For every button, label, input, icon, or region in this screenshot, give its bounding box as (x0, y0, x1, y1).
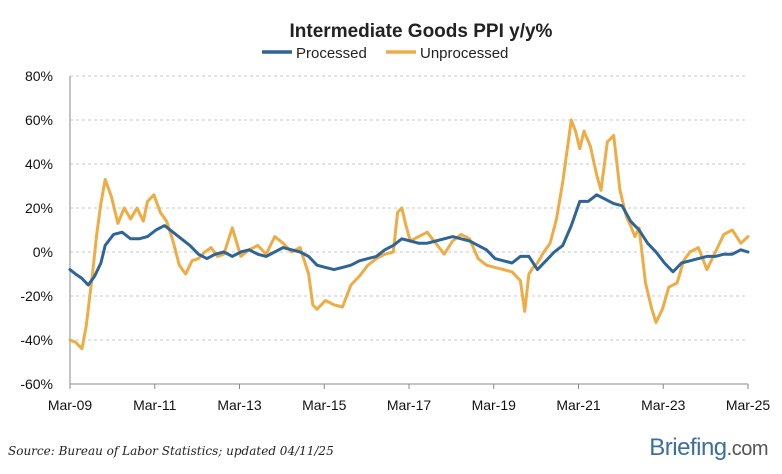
x-tick-label: Mar-19 (472, 397, 517, 413)
series-line-processed (68, 193, 750, 287)
y-tick-label: 20% (25, 200, 53, 216)
brand-suffix: .com (726, 438, 769, 460)
y-tick-label: 80% (25, 68, 53, 84)
source-note: Source: Bureau of Labor Statistics; upda… (8, 444, 334, 458)
x-axis-ticks: Mar-09 Mar-11 Mar-13 Mar-15 Mar-17 Mar-19 Mar-… (48, 384, 771, 413)
series-line-unprocessed (68, 118, 750, 351)
legend-label-processed: Processed (296, 45, 367, 62)
legend-label-unprocessed: Unprocessed (420, 45, 508, 62)
x-tick-label: Mar-13 (217, 397, 262, 413)
series-lines (68, 118, 750, 351)
x-tick-label: Mar-21 (556, 397, 601, 413)
y-tick-label: 0% (33, 244, 53, 260)
legend: Processed Unprocessed (262, 45, 508, 62)
x-tick-label: Mar-17 (387, 397, 432, 413)
brand-name: Briefing (649, 434, 727, 461)
x-tick-label: Mar-11 (133, 397, 177, 413)
y-tick-label: 60% (25, 112, 53, 128)
x-tick-label: Mar-23 (641, 397, 686, 413)
x-tick-label: Mar-25 (726, 397, 771, 413)
x-tick-label: Mar-09 (48, 397, 93, 413)
y-tick-label: -20% (20, 288, 53, 304)
brand-logo: Briefing.com (649, 434, 768, 462)
y-tick-label: 40% (25, 156, 53, 172)
y-axis-ticks: -60% -40% -20% 0% 20% 40% 60% 80% (20, 68, 53, 392)
y-tick-label: -60% (20, 376, 53, 392)
y-tick-label: -40% (20, 332, 53, 348)
chart-title: Intermediate Goods PPI y/y% (290, 21, 553, 42)
x-tick-label: Mar-15 (302, 397, 347, 413)
